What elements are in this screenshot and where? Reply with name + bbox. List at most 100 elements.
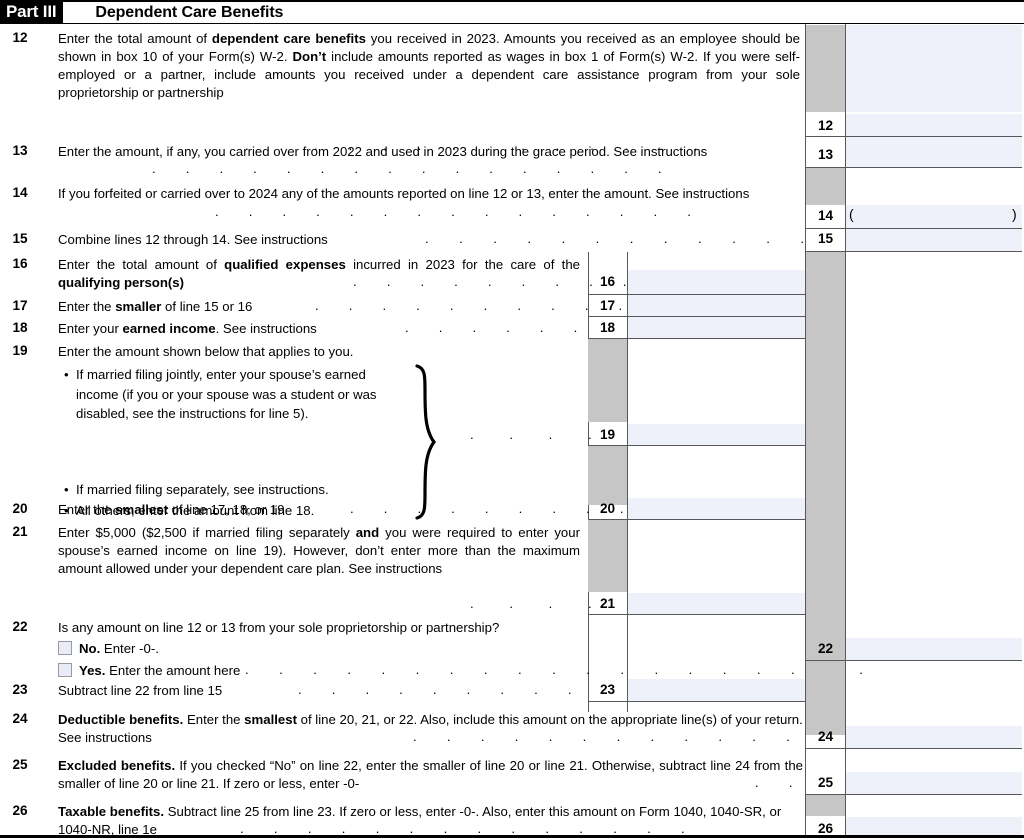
line-14-amount-field[interactable] — [846, 205, 1022, 228]
line-14-paren-close: ) — [1012, 206, 1017, 222]
line-19-bullet-3-text: All others, enter the amount from line 1… — [76, 503, 315, 518]
inner-column-right-rule — [627, 252, 628, 712]
line-26-amount-field[interactable] — [846, 817, 1022, 838]
line-18-amount-field[interactable] — [628, 317, 805, 338]
part-number-tag: Part III — [0, 2, 64, 23]
line-20-seg-0: Enter the — [58, 502, 116, 517]
line-12-seg-3: Don’t — [292, 49, 327, 64]
outer-column-left-rule — [805, 24, 806, 836]
line-12-text: Enter the total amount of dependent care… — [58, 30, 800, 102]
form-bottom-rule — [0, 835, 1024, 838]
line-22-no-label: No. — [79, 641, 101, 656]
line-19-bullet-2: • If married filing separately, see inst… — [64, 480, 444, 500]
line-17-seg-0: Enter the — [58, 299, 116, 314]
line-12-box-number: 12 — [817, 118, 834, 133]
line-14-leader-dots: . . . . . . . . . . . . . . . — [215, 204, 705, 219]
line-13-box-number: 13 — [817, 147, 834, 162]
line-24-seg-0: Deductible benefits. — [58, 712, 184, 727]
line-20-number: 20 — [12, 501, 28, 516]
line-24-seg-1: Enter the — [183, 712, 245, 727]
line-19-bullet-3: • All others, enter the amount from line… — [64, 501, 444, 521]
line-19-leader-dots: . . . . . — [470, 427, 647, 442]
line-12-seg-2: you received in 2023. Amounts you receiv… — [58, 31, 800, 64]
line-16-seg-2: incurred in 2023 for the care of the — [345, 257, 580, 272]
line-15-leader-dots: . . . . . . . . . . . . — [425, 231, 818, 246]
line-12-amount-field[interactable] — [846, 114, 1022, 139]
line-16-seg-0: Enter the total amount of — [58, 257, 225, 272]
line-16-bottom-rule — [588, 294, 805, 295]
line-14-text: If you forfeited or carried over to 2024… — [58, 185, 800, 203]
line-17-bottom-rule — [588, 316, 805, 317]
line-26-leader-dots: . . . . . . . . . . . . . . — [240, 821, 699, 836]
outer-column-right-rule — [845, 24, 846, 836]
line-14-seg-0: If you forfeited or carried over to 2024… — [58, 186, 750, 201]
line-12-bottom-rule — [806, 136, 1022, 137]
line-14-bottom-rule — [806, 228, 1022, 229]
line-24-seg-2: smallest — [244, 712, 297, 727]
line-12-seg-0: Enter the total amount of — [58, 31, 212, 46]
line-22-choice-yes[interactable]: Yes. Enter the amount here — [58, 662, 240, 680]
line-22-yes-rest: Enter the amount here — [105, 663, 241, 678]
line-21-seg-1: and — [355, 525, 380, 540]
checkbox-no[interactable] — [58, 641, 72, 655]
line-19-bullet-2-text: If married filing separately, see instru… — [76, 482, 329, 497]
line-19-bottom-rule — [588, 445, 805, 446]
line-20-seg-1: smallest — [115, 502, 168, 517]
line-15-amount-field[interactable] — [846, 229, 1022, 251]
line-15-bottom-rule — [806, 251, 1022, 252]
line-18-bottom-rule — [588, 338, 805, 339]
line-23-amount-field[interactable] — [628, 679, 805, 701]
line-13-amount-field[interactable] — [846, 143, 1022, 168]
line-22-choice-no[interactable]: No. Enter -0-. — [58, 640, 159, 658]
line-22-no-rest: Enter -0-. — [100, 641, 159, 656]
line-16-amount-field[interactable] — [628, 270, 805, 294]
outer-shade-lines-16-21 — [806, 252, 845, 668]
checkbox-yes[interactable] — [58, 663, 72, 677]
line-24-number: 24 — [12, 711, 28, 726]
line-18-leader-dots: . . . . . . . — [405, 320, 625, 335]
bullet-dot-icon: • — [64, 482, 69, 497]
line-26-seg-1: Subtract line 25 from line 23. If zero o… — [58, 804, 782, 837]
outer-shade-line-23-24 — [806, 661, 845, 735]
line-18-number: 18 — [12, 320, 28, 335]
line-19-shade-lower — [588, 445, 627, 505]
line-25-amount-field[interactable] — [846, 772, 1022, 794]
line-17-box-number: 17 — [599, 298, 616, 313]
line-15-box-number: 15 — [817, 231, 834, 246]
line-20-seg-2: of line 17, 18, or 19 — [167, 502, 285, 517]
line-15-text: Combine lines 12 through 14. See instruc… — [58, 231, 800, 249]
line-22-box-number: 22 — [817, 641, 834, 656]
line-20-amount-field[interactable] — [628, 498, 805, 519]
line-17-amount-field[interactable] — [628, 295, 805, 316]
outer-shade-line-26 — [806, 795, 845, 816]
line-24-seg-3: of line 20, 21, or 22. Also, include thi… — [58, 712, 803, 745]
line-22-leader-dots: . . . . . . . . . . . . . . . . . . . — [245, 662, 877, 677]
line-23-seg-0: Subtract line 22 from line 15 — [58, 683, 223, 698]
line-19-intro: Enter the amount shown below that applie… — [58, 344, 354, 359]
line-12-number: 12 — [12, 30, 28, 45]
line-13-number: 13 — [12, 143, 28, 158]
line-25-seg-1: If you checked “No” on line 22, enter th… — [58, 758, 803, 791]
line-25-bottom-rule — [806, 794, 1022, 795]
line-15-number: 15 — [12, 231, 28, 246]
line-22-amount-field[interactable] — [846, 638, 1022, 660]
line-21-amount-field[interactable] — [628, 593, 805, 614]
line-25-leader-dots: . . — [755, 775, 806, 790]
bullet-dot-icon: • — [64, 367, 69, 382]
line-25-box-number: 25 — [817, 775, 834, 790]
line-25-number: 25 — [12, 757, 28, 772]
line-13-seg-0: Enter the amount, if any, you carried ov… — [58, 144, 708, 159]
line-19-bullet-1: • If married filing jointly, enter your … — [64, 365, 409, 424]
line-21-seg-2: you were required to enter your spouse’s… — [58, 525, 580, 576]
line-21-shade-block — [588, 520, 627, 592]
line-19-box-number: 19 — [599, 427, 616, 442]
line-19-amount-field[interactable] — [628, 424, 805, 445]
line-20-bottom-rule — [588, 519, 805, 520]
line-13-text: Enter the amount, if any, you carried ov… — [58, 143, 800, 161]
line-17-seg-2: of line 15 or 16 — [161, 299, 253, 314]
line-25-seg-0: Excluded benefits. — [58, 758, 176, 773]
part-iii-header: Part III Dependent Care Benefits — [0, 0, 1024, 24]
line-24-amount-field[interactable] — [846, 726, 1022, 748]
line-22-yes-label: Yes. — [79, 663, 106, 678]
line-12-amount-upper — [846, 25, 1022, 112]
